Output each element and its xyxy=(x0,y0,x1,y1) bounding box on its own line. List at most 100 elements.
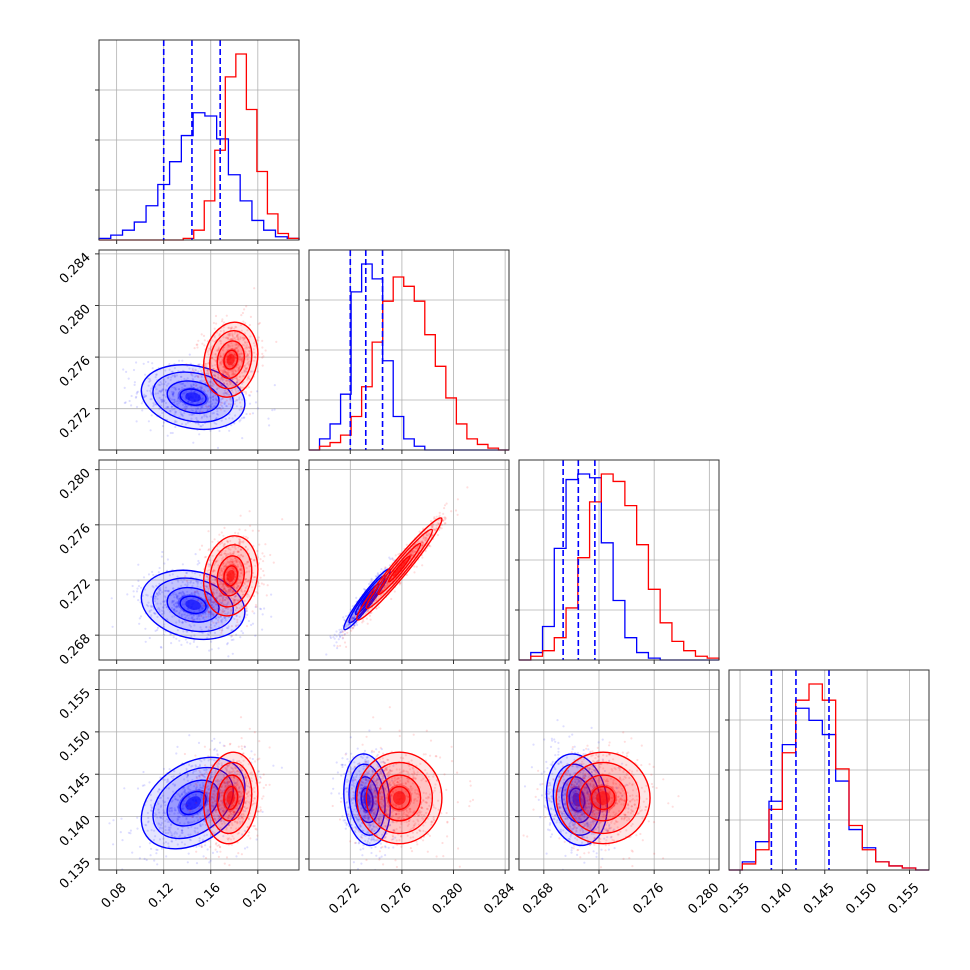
scatter-point-blue xyxy=(196,581,199,584)
scatter-point-red xyxy=(220,369,223,372)
scatter-point-red xyxy=(223,862,226,865)
scatter-point-blue xyxy=(173,408,176,411)
scatter-point-red xyxy=(230,608,233,611)
scatter-point-blue xyxy=(178,816,181,819)
scatter-point-blue xyxy=(174,388,177,391)
scatter-point-blue xyxy=(192,386,195,389)
scatter-point-blue xyxy=(154,612,157,615)
scatter-point-blue xyxy=(197,423,200,426)
scatter-point-red xyxy=(246,595,249,598)
scatter-point-blue xyxy=(216,765,219,768)
scatter-point-blue xyxy=(224,617,227,620)
scatter-point-red xyxy=(240,605,243,608)
scatter-point-blue xyxy=(177,818,180,821)
scatter-point-blue xyxy=(196,407,199,410)
scatter-point-blue xyxy=(225,626,228,630)
scatter-point-red xyxy=(215,322,218,325)
scatter-point-red xyxy=(255,605,258,608)
scatter-point-blue xyxy=(214,397,217,400)
scatter-point-red xyxy=(258,543,261,546)
scatter-point-blue xyxy=(218,429,221,433)
scatter-point-blue xyxy=(176,594,179,598)
scatter-point-red xyxy=(244,580,247,583)
scatter-point-blue xyxy=(215,603,218,606)
scatter-point-blue xyxy=(181,808,184,811)
scatter-point-blue xyxy=(176,843,179,846)
scatter-point-blue xyxy=(201,424,204,427)
scatter-point-red xyxy=(433,516,436,519)
scatter-point-red xyxy=(228,334,231,337)
scatter-point-blue xyxy=(183,377,186,381)
scatter-point-red xyxy=(225,373,228,376)
scatter-point-red xyxy=(231,337,234,341)
scatter-point-blue xyxy=(200,582,203,585)
scatter-point-blue xyxy=(193,785,196,788)
panel-content xyxy=(99,670,299,870)
scatter-point-blue xyxy=(195,590,198,593)
scatter-point-red xyxy=(374,596,377,599)
scatter-point-blue xyxy=(149,389,152,392)
scatter-point-red xyxy=(228,393,231,396)
scatter-point-blue xyxy=(203,769,206,772)
scatter-point-red xyxy=(237,599,240,602)
scatter-point-blue xyxy=(209,598,212,602)
scatter-point-blue xyxy=(177,402,180,405)
scatter-point-red xyxy=(229,332,232,335)
scatter-point-red xyxy=(222,584,225,587)
scatter-point-blue xyxy=(209,613,212,617)
scatter-point-blue xyxy=(218,741,222,744)
scatter-point-blue xyxy=(112,819,115,822)
scatter-point-red xyxy=(253,558,256,561)
scatter-point-red xyxy=(421,540,424,543)
scatter-point-red xyxy=(191,619,194,622)
scatter-point-blue xyxy=(166,406,169,409)
scatter-point-red xyxy=(240,548,243,551)
scatter-point-red xyxy=(207,610,210,613)
scatter-point-blue xyxy=(158,566,161,570)
scatter-point-blue xyxy=(349,608,352,611)
scatter-point-red xyxy=(227,373,230,376)
scatter-point-blue xyxy=(193,593,196,596)
scatter-point-red xyxy=(213,569,217,572)
scatter-point-red xyxy=(218,594,221,597)
scatter-point-blue xyxy=(210,648,213,651)
scatter-point-blue xyxy=(131,851,134,854)
scatter-point-blue xyxy=(179,382,183,385)
scatter-point-red xyxy=(228,398,231,401)
scatter-point-blue xyxy=(209,777,212,780)
scatter-point-red xyxy=(232,551,235,554)
scatter-point-blue xyxy=(225,607,228,610)
scatter-point-red xyxy=(399,581,402,585)
scatter-point-red xyxy=(218,354,221,358)
scatter-point-blue xyxy=(168,363,171,366)
scatter-point-red xyxy=(232,562,235,565)
scatter-point-red xyxy=(272,561,275,564)
scatter-point-blue xyxy=(137,563,140,566)
scatter-point-blue xyxy=(233,775,236,779)
scatter-point-red xyxy=(212,588,215,591)
scatter-point-blue xyxy=(188,734,191,737)
scatter-point-red xyxy=(206,389,210,393)
scatter-point-red xyxy=(225,589,228,592)
scatter-point-red xyxy=(236,621,239,624)
scatter-point-red xyxy=(435,524,438,527)
scatter-point-red xyxy=(227,336,230,339)
scatter-point-red xyxy=(281,518,284,521)
scatter-point-red xyxy=(228,562,231,565)
scatter-point-blue xyxy=(213,624,216,627)
scatter-point-blue xyxy=(208,861,211,864)
scatter-point-red xyxy=(246,353,249,356)
scatter-point-red xyxy=(213,578,216,581)
scatter-point-blue xyxy=(162,794,165,797)
scatter-point-red xyxy=(212,358,215,361)
scatter-point-blue xyxy=(251,622,255,625)
scatter-point-blue xyxy=(199,823,202,826)
scatter-point-blue xyxy=(211,402,214,405)
scatter-point-red xyxy=(237,550,240,553)
scatter-point-red xyxy=(234,377,238,380)
scatter-point-blue xyxy=(163,595,166,598)
histogram-red-2 xyxy=(519,473,720,661)
scatter-point-red xyxy=(261,346,264,349)
scatter-point-blue xyxy=(185,598,188,601)
scatter-point-blue xyxy=(200,606,203,609)
